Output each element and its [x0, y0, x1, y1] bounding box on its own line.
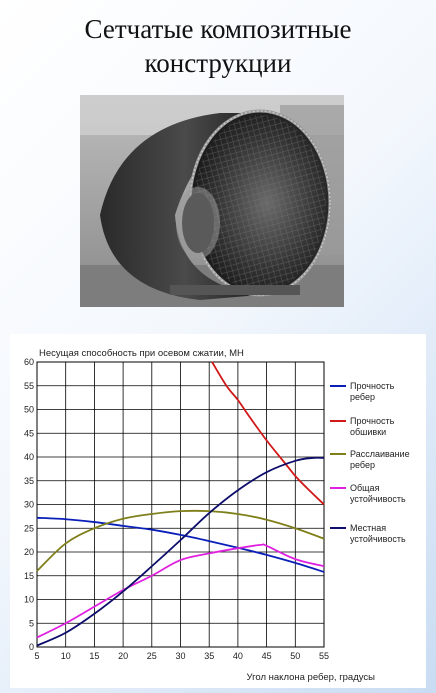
series-line — [36, 509, 325, 572]
lattice-cylinder-photo — [80, 95, 344, 307]
legend-label: обшивки — [350, 427, 386, 437]
y-tick-label: 55 — [24, 381, 34, 391]
y-tick-label: 20 — [24, 547, 34, 557]
x-tick-label: 50 — [290, 651, 300, 661]
x-tick-label: 55 — [319, 651, 329, 661]
title-line-1: Сетчатые композитные — [84, 14, 352, 44]
legend-label: Прочность — [350, 381, 395, 391]
legend-label: устойчивость — [350, 494, 406, 504]
series-line — [36, 543, 325, 639]
x-tick-label: 15 — [89, 651, 99, 661]
chart-series — [36, 361, 325, 647]
legend-label: Местная — [350, 523, 386, 533]
legend-label: Общая — [350, 483, 380, 493]
load-capacity-chart: 5 10 15 20 25 30 35 40 45 50 550510152025303540455… — [24, 348, 410, 683]
chart-ticks: 5 10 15 20 25 30 35 40 45 50 550510152025303540455… — [24, 357, 329, 661]
y-tick-label: 35 — [24, 476, 34, 486]
title-line-2: конструкции — [144, 48, 292, 78]
x-tick-label: 40 — [233, 651, 243, 661]
y-tick-label: 40 — [24, 452, 34, 462]
series-line — [36, 516, 325, 573]
chart-grid — [36, 361, 325, 648]
slide-title: Сетчатые композитные конструкции — [0, 12, 436, 80]
legend-label: ребер — [350, 392, 375, 402]
y-tick-label: 60 — [24, 357, 34, 367]
x-tick-label: 25 — [147, 651, 157, 661]
x-axis-label: Угол наклона ребер, градусы — [247, 672, 376, 683]
legend-label: устойчивость — [350, 534, 406, 544]
y-tick-label: 15 — [24, 571, 34, 581]
y-tick-label: 25 — [24, 523, 34, 533]
legend-label: Прочность — [350, 416, 395, 426]
y-tick-label: 10 — [24, 595, 34, 605]
y-tick-label: 50 — [24, 405, 34, 415]
legend-label: ребер — [350, 460, 375, 470]
x-tick-label: 45 — [262, 651, 272, 661]
y-tick-label: 5 — [29, 618, 34, 628]
y-axis-label: Несущая способность при осевом сжатии, М… — [39, 348, 244, 359]
series-line — [36, 456, 325, 647]
composite-lattice-cylinder-photo-icon — [80, 95, 344, 307]
legend-label: Расслаивание — [350, 449, 410, 459]
chart-panel: 5 10 15 20 25 30 35 40 45 50 55 0 5 10 15 20 25 30 35 40 45 5… — [10, 334, 426, 688]
x-tick-label: 5 — [34, 651, 39, 661]
y-tick-label: 30 — [24, 500, 34, 510]
x-tick-label: 20 — [118, 651, 128, 661]
x-tick-label: 30 — [175, 651, 185, 661]
y-tick-label: 0 — [29, 642, 34, 652]
x-tick-label: 10 — [61, 651, 71, 661]
chart-legend: ПрочностьреберПрочностьобшивкиРасслаиван… — [330, 381, 410, 544]
x-tick-label: 35 — [204, 651, 214, 661]
series-line — [211, 361, 325, 506]
y-tick-label: 45 — [24, 428, 34, 438]
